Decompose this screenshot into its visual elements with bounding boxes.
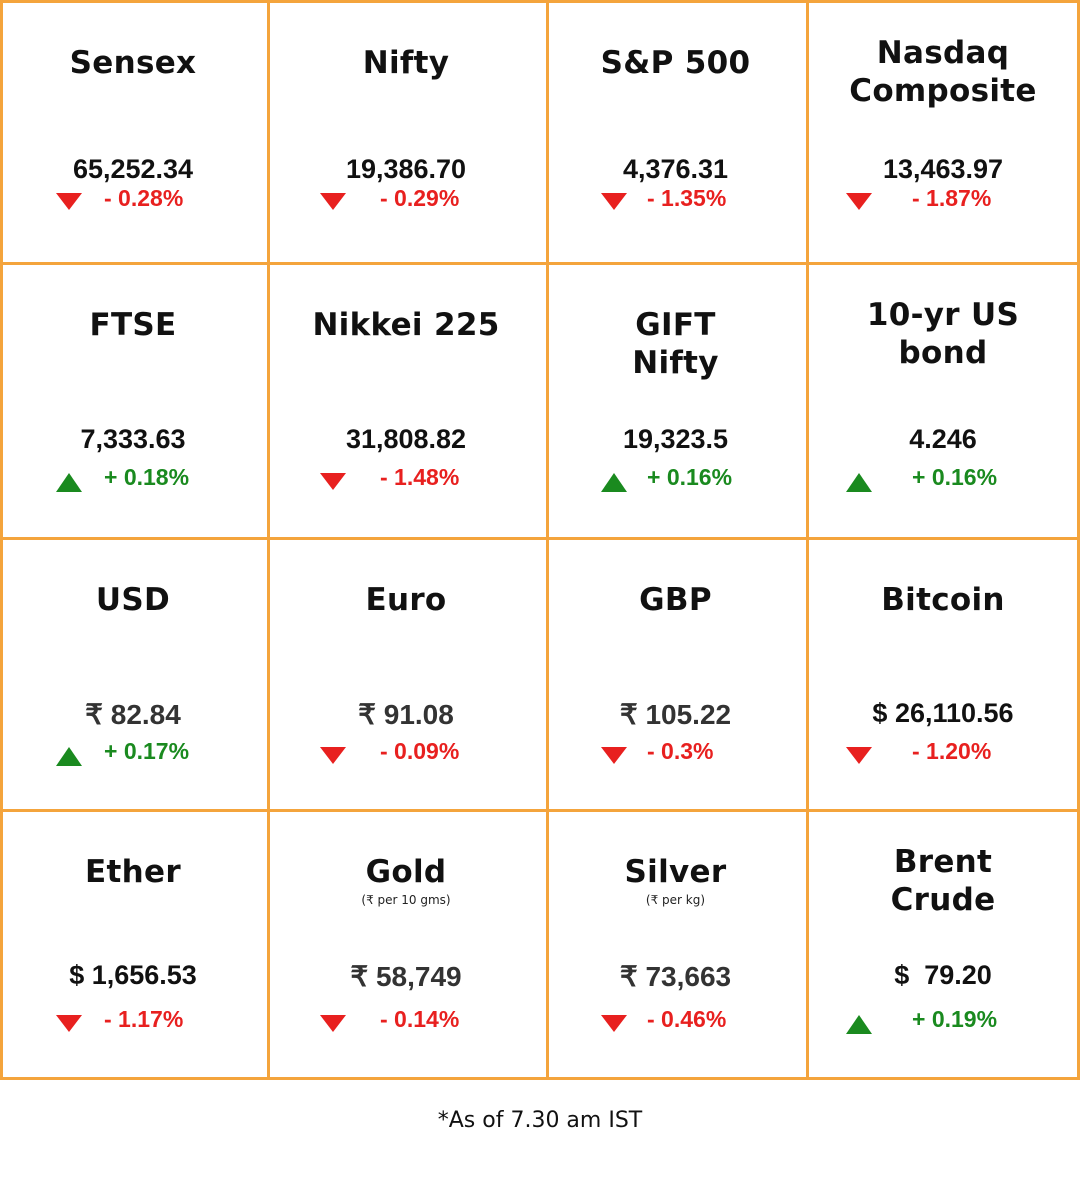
market-cell: GBP ₹ 105.22 - 0.3%: [546, 537, 805, 808]
instrument-name: Silver: [624, 854, 727, 890]
instrument-value: 31,808.82: [345, 424, 467, 454]
instrument-value: 4.246: [909, 424, 977, 454]
instrument-name: FTSE: [89, 307, 177, 343]
instrument-name: Bitcoin: [881, 582, 1005, 618]
instrument-value: ₹ 91.08: [358, 699, 454, 730]
down-arrow-icon: [56, 1015, 82, 1032]
instrument-value: 7,333.63: [80, 424, 186, 454]
instrument-name: Sensex: [69, 45, 197, 81]
market-cell: Nikkei 225 31,808.82 - 1.48%: [267, 262, 545, 536]
change-percent: + 0.16%: [647, 464, 733, 490]
market-cell: Bitcoin $ 26,110.56 - 1.20%: [806, 537, 1080, 808]
instrument-value: 4,376.31: [622, 154, 729, 184]
instrument-value: ₹ 82.84: [85, 699, 181, 730]
change-percent: - 0.09%: [380, 738, 460, 764]
instrument-value: 65,252.34: [72, 154, 194, 184]
down-arrow-icon: [601, 1015, 627, 1032]
market-cell: USD ₹ 82.84 + 0.17%: [0, 537, 266, 808]
instrument-value: 13,463.97: [882, 154, 1004, 184]
instrument-name: Nasdaq Composite: [849, 35, 1037, 109]
change-percent: - 1.20%: [912, 738, 992, 764]
market-cell: GIFT Nifty 19,323.5 + 0.16%: [546, 262, 805, 536]
change-percent: - 1.48%: [380, 464, 460, 490]
instrument-value: ₹ 73,663: [619, 961, 732, 992]
instrument-value: 19,323.5: [622, 424, 729, 454]
grid-divider: [3, 262, 1080, 265]
instrument-value: $ 1,656.53: [69, 960, 197, 990]
change-percent: - 0.3%: [647, 738, 714, 764]
up-arrow-icon: [846, 1015, 872, 1034]
change-percent: - 0.14%: [380, 1006, 460, 1032]
grid-divider: [267, 3, 270, 1080]
instrument-name: GBP: [639, 582, 712, 618]
down-arrow-icon: [846, 747, 872, 764]
up-arrow-icon: [56, 747, 82, 766]
market-cell: Sensex 65,252.34- 0.28%: [0, 0, 266, 261]
instrument-name: Nikkei 225: [312, 307, 500, 343]
market-cell: Silver (₹ per kg) ₹ 73,663 - 0.46%: [546, 809, 805, 1077]
instrument-unit: (₹ per 10 gms): [361, 893, 451, 907]
market-cell: Ether $ 1,656.53 - 1.17%: [0, 809, 266, 1077]
instrument-name: Ether: [85, 854, 181, 890]
instrument-name: Euro: [365, 582, 447, 618]
grid-divider: [3, 537, 1080, 540]
up-arrow-icon: [601, 473, 627, 492]
instrument-name: S&P 500: [600, 45, 751, 81]
market-cell: S&P 500 4,376.31- 1.35%: [546, 0, 805, 261]
change-percent: + 0.18%: [104, 464, 190, 490]
instrument-unit: (₹ per kg): [645, 893, 706, 907]
up-arrow-icon: [846, 473, 872, 492]
change-percent: - 0.28%: [104, 185, 184, 211]
market-cell: Nasdaq Composite 13,463.97- 1.87%: [806, 0, 1080, 261]
grid-divider: [546, 3, 549, 1080]
market-grid: [0, 0, 1080, 1080]
instrument-value: $ 26,110.56: [872, 698, 1014, 728]
instrument-name: 10-yr US bond: [866, 297, 1020, 371]
down-arrow-icon: [320, 1015, 346, 1032]
timestamp-note: *As of 7.30 am IST: [437, 1108, 643, 1133]
change-percent: + 0.17%: [104, 738, 190, 764]
down-arrow-icon: [320, 473, 346, 490]
instrument-name: Brent Crude: [890, 844, 996, 918]
change-percent: + 0.16%: [912, 464, 998, 490]
down-arrow-icon: [56, 193, 82, 210]
change-percent: + 0.19%: [912, 1006, 998, 1032]
instrument-value: ₹ 105.22: [619, 699, 732, 730]
grid-divider: [806, 3, 809, 1080]
change-percent: - 1.35%: [647, 185, 727, 211]
down-arrow-icon: [601, 193, 627, 210]
change-percent: - 1.87%: [912, 185, 992, 211]
grid-divider: [3, 809, 1080, 812]
instrument-value: ₹ 58,749: [350, 961, 462, 992]
market-cell: Nifty 19,386.70- 0.29%: [267, 0, 545, 261]
instrument-name: Gold: [365, 854, 447, 890]
down-arrow-icon: [320, 747, 346, 764]
down-arrow-icon: [846, 193, 872, 210]
change-percent: - 0.46%: [647, 1006, 727, 1032]
market-cell: Euro ₹ 91.08 - 0.09%: [267, 537, 545, 808]
market-cell: 10-yr US bond 4.246 + 0.16%: [806, 262, 1080, 536]
instrument-name: Nifty: [362, 45, 450, 81]
instrument-value: $ 79.20: [894, 960, 992, 990]
change-percent: - 0.29%: [380, 185, 460, 211]
market-cell: Brent Crude $ 79.20 + 0.19%: [806, 809, 1080, 1077]
instrument-value: 19,386.70: [345, 154, 467, 184]
up-arrow-icon: [56, 473, 82, 492]
change-percent: - 1.17%: [104, 1006, 184, 1032]
instrument-name: GIFT Nifty: [632, 307, 719, 381]
market-cell: Gold (₹ per 10 gms) ₹ 58,749 - 0.14%: [267, 809, 545, 1077]
down-arrow-icon: [320, 193, 346, 210]
down-arrow-icon: [601, 747, 627, 764]
instrument-name: USD: [95, 582, 171, 618]
market-cell: FTSE 7,333.63 + 0.18%: [0, 262, 266, 536]
